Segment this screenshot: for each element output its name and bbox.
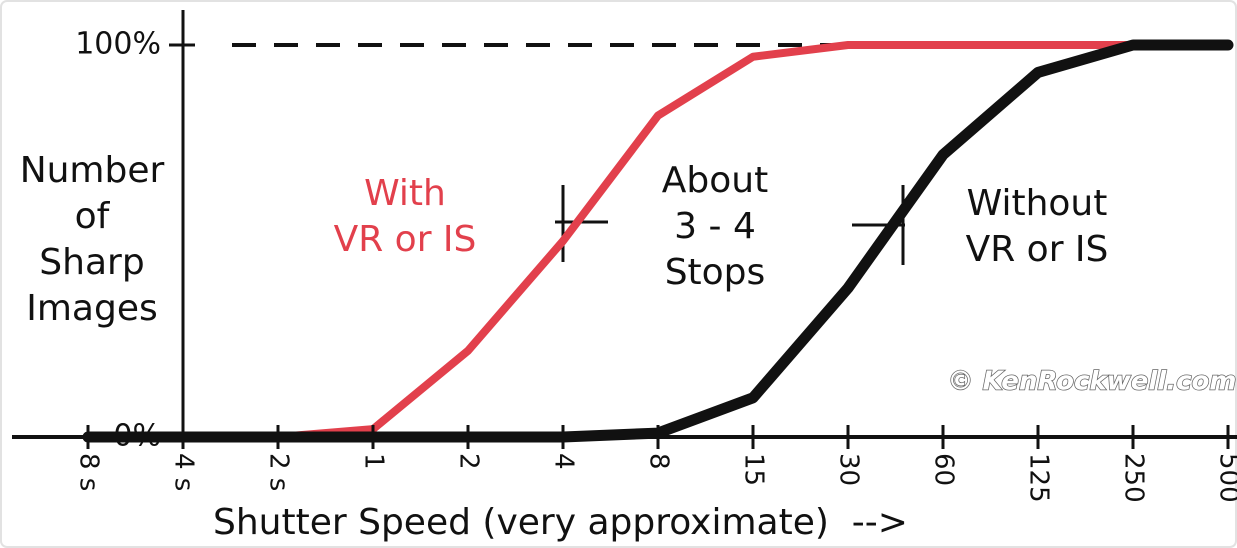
y-axis-label: Images	[26, 288, 158, 329]
annotation: With	[364, 173, 446, 214]
x-tick-label: 15	[739, 453, 769, 486]
x-tick-label: 60	[929, 453, 959, 486]
series-line	[179, 41, 1232, 441]
y-axis-label: Number	[20, 150, 165, 191]
x-axis-label: Shutter Speed (very approximate) -->	[213, 502, 908, 543]
annotation: About	[662, 160, 768, 201]
x-tick-label: 1	[359, 453, 389, 470]
watermark: © KenRockwell.com	[948, 367, 1237, 397]
x-tick-label: 2 s	[264, 453, 294, 491]
x-tick-label: 125	[1024, 453, 1054, 503]
x-tick-label: 2	[454, 453, 484, 470]
x-tick-label: 4	[549, 453, 579, 470]
annotation: Stops	[665, 252, 766, 293]
annotation: VR or IS	[966, 229, 1109, 270]
annotation: 3 - 4	[674, 206, 756, 247]
x-tick-label: 250	[1119, 453, 1149, 503]
x-tick-label: 8	[644, 453, 674, 470]
annotation: Without	[967, 183, 1108, 224]
y-axis-label: Sharp	[39, 242, 144, 283]
annotation: VR or IS	[334, 219, 477, 260]
x-tick-label: 500	[1214, 453, 1237, 503]
x-tick-label: 4 s	[169, 453, 199, 491]
y-axis-label: of	[75, 196, 111, 237]
x-tick-label: 8 s	[74, 453, 104, 491]
y-tick-label: 100%	[75, 27, 161, 62]
x-tick-label: 30	[834, 453, 864, 486]
